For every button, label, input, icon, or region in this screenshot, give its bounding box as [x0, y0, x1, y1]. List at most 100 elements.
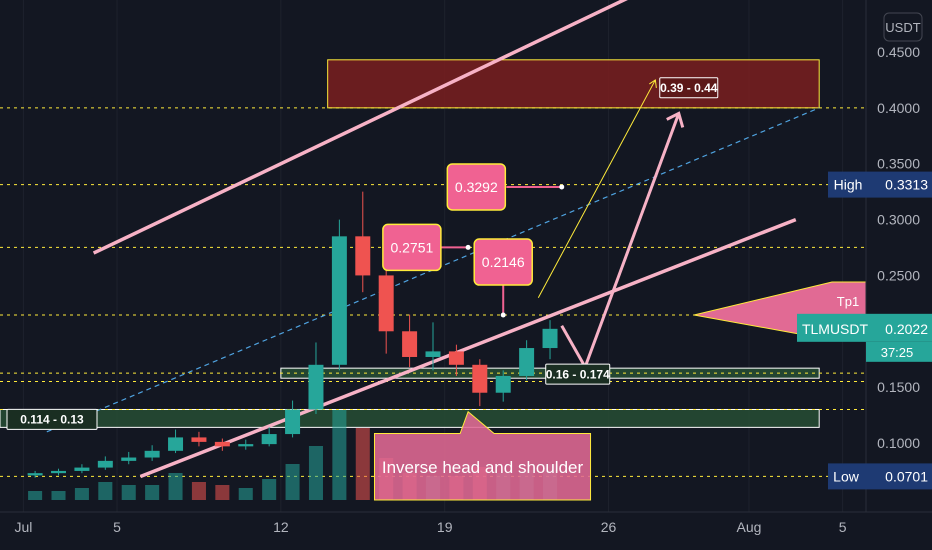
volume-bar — [145, 485, 160, 500]
current-price-symbol: TLMUSDT — [802, 321, 869, 337]
volume-bar — [215, 485, 230, 500]
candle-body — [97, 460, 113, 468]
candle-body — [355, 236, 371, 276]
countdown-text: 37:25 — [881, 345, 914, 360]
volume-bar — [191, 482, 206, 500]
zone-label-target-box — [659, 77, 719, 99]
zone-label-base[interactable]: 0.114 - 0.13 — [6, 408, 98, 430]
volume-bar — [238, 488, 253, 500]
label-0.2146-box — [473, 238, 533, 286]
currency-label-box — [883, 12, 923, 42]
candle-body — [238, 444, 254, 447]
current-price-box — [797, 313, 932, 342]
candle-body — [378, 275, 394, 332]
x-tick-label: 19 — [437, 519, 453, 535]
label-0.3292[interactable]: 0.3292 — [446, 163, 507, 211]
candle-body — [285, 409, 301, 435]
volume-bar — [98, 482, 113, 500]
label-0.3292-text: 0.3292 — [455, 179, 498, 195]
candle-body — [519, 348, 535, 376]
volume-bar — [121, 485, 136, 500]
candle-body — [495, 375, 511, 393]
volume-bar — [262, 479, 277, 500]
candle-body — [51, 470, 67, 474]
candle-body — [331, 236, 347, 365]
y-tick-label: 0.3000 — [877, 212, 920, 228]
low-price-tag: Low 0.0701 — [828, 463, 932, 490]
x-tick-label: 5 — [839, 519, 847, 535]
candle-body — [168, 437, 184, 451]
x-tick-label: 26 — [601, 519, 617, 535]
volume-bar — [285, 464, 300, 500]
candle-body — [74, 467, 90, 471]
time-axis: Jul 5 12 19 26 Aug 5 — [0, 511, 932, 550]
volume-bar — [51, 491, 66, 500]
current-price-tag: TLMUSDT 0.2022 37:25 — [797, 313, 932, 362]
candle-body — [191, 437, 207, 442]
candles-layer — [27, 191, 558, 478]
x-tick-label: 5 — [113, 519, 121, 535]
label-0.3292-anchor — [559, 184, 565, 190]
time-axis-bg — [0, 512, 932, 550]
zone-label-support-text: 0.16 - 0.174 — [546, 367, 610, 381]
candle-body — [214, 441, 230, 447]
x-tick-label: Jul — [14, 519, 32, 535]
volume-bar — [168, 473, 183, 500]
zone-label-support[interactable]: 0.16 - 0.174 — [545, 363, 611, 385]
projection-up-leg — [583, 112, 681, 368]
low-price-tag-value: 0.0701 — [885, 468, 928, 484]
volume-bar — [355, 428, 370, 500]
candle-body — [261, 434, 277, 445]
high-price-tag-value: 0.3313 — [885, 177, 928, 193]
label-0.3292-box — [446, 163, 507, 211]
candle-body — [144, 450, 160, 458]
volume-bar — [332, 410, 347, 500]
y-tick-label: 0.1500 — [877, 379, 920, 395]
candle-body — [472, 364, 488, 393]
candle-body — [425, 351, 441, 357]
label-0.2146[interactable]: 0.2146 — [473, 238, 533, 286]
candle-body — [448, 351, 464, 365]
label-0.2751-anchor — [465, 244, 471, 250]
zone-box — [327, 59, 820, 109]
currency-label: USDT — [885, 20, 920, 35]
x-tick-label: Aug — [737, 519, 762, 535]
candle-body — [121, 457, 137, 461]
label-0.2751[interactable]: 0.2751 — [382, 223, 442, 272]
y-tick-label: 0.4000 — [877, 100, 920, 116]
label-0.2146-text: 0.2146 — [482, 254, 525, 270]
volume-bar — [28, 491, 43, 500]
low-price-tag-label: Low — [833, 468, 860, 484]
y-tick-label: 0.4500 — [877, 44, 920, 60]
candle-body — [27, 473, 43, 476]
x-tick-label: 12 — [273, 519, 289, 535]
projection-down-leg — [560, 324, 587, 368]
volume-bar — [74, 488, 89, 500]
high-price-tag-label: High — [834, 177, 863, 193]
candle-body — [542, 328, 558, 349]
channel-upper-line — [92, 0, 628, 255]
volume-bar — [308, 446, 323, 500]
zone-label-support-box — [545, 363, 611, 385]
price-axis-bg — [866, 0, 932, 550]
projection-arrowhead — [666, 111, 685, 128]
target-arrow-line — [537, 79, 656, 299]
target-arrowhead — [649, 79, 657, 88]
price-axis: USDT 0.4500 0.4000 0.3500 0.3000 0.2500 0.1500… — [797, 0, 932, 550]
zone-label-base-box — [6, 408, 98, 430]
low-price-tag-box — [828, 463, 932, 490]
candle-body — [308, 364, 324, 410]
y-tick-label: 0.2500 — [877, 267, 920, 283]
y-tick-label: 0.3500 — [877, 156, 920, 172]
high-price-tag-box — [828, 171, 932, 198]
high-price-tag: High 0.3313 — [828, 171, 932, 198]
label-0.2751-text: 0.2751 — [390, 239, 433, 255]
zone-label-base-text: 0.114 - 0.13 — [20, 413, 84, 427]
channel-lower-line — [139, 217, 797, 479]
label-0.2146-anchor — [500, 312, 506, 318]
zone-box — [0, 408, 820, 428]
zone-label-target[interactable]: 0.39 - 0.44 — [659, 77, 719, 99]
y-tick-label: 0.1000 — [877, 435, 920, 451]
inverse-hs-text: Inverse head and shoulder — [382, 458, 584, 477]
